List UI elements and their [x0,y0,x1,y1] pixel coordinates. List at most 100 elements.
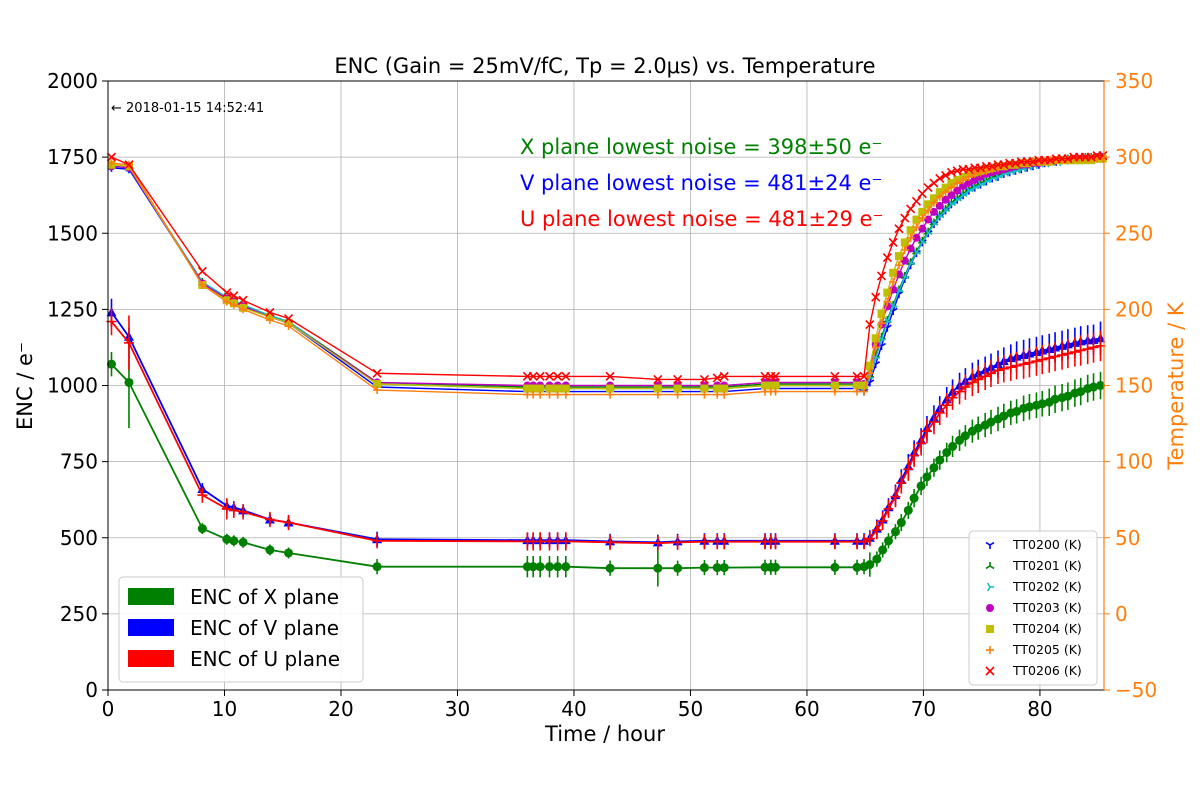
temp-point-tt0204-shape [830,381,839,390]
enc-point-u-plane [1037,354,1048,365]
temp-point-tt0204-shape [912,215,921,224]
temp-point-tt0204 [529,384,538,393]
temp-point-tt0202-stroke [942,206,947,211]
temp-point-tt0205 [284,322,293,331]
temp-point-tt0206-stroke [544,371,555,381]
temp-point-tt0202-stroke [872,357,877,363]
enc-legend-frame [118,576,364,683]
temp-point-tt0202 [930,219,938,229]
y-tick-label: 1500 [47,221,98,245]
temp-point-tt0206-stroke [699,374,710,384]
enc-point-x-plane [986,417,996,427]
temp-point-tt0204-shape [865,361,874,370]
temp-point-tt0202-stroke [994,176,999,182]
enc-point-u-plane [960,382,971,393]
temp-point-tt0206-stroke [1086,152,1096,162]
temp-point-tt0205 [935,192,944,201]
temp-legend-marker-tt0202-stroke [986,582,991,588]
temp-point-tt0204-shape [947,179,956,188]
temp-point-tt0202-stroke [919,241,923,247]
enc-point-x-plane [770,562,780,572]
temp-point-tt0203-shape [953,186,962,195]
temp-point-tt0204-shape [900,238,909,247]
temp-point-tt0205 [853,387,862,396]
y2-tick-label: 300 [1115,145,1153,169]
temp-point-tt0205 [545,390,554,399]
temp-point-tt0203 [947,191,956,200]
temp-point-tt0204 [523,384,532,393]
temp-point-tt0205 [700,390,709,399]
temp-legend-label-tt0203: TT0203 (K) [1012,600,1082,615]
enc-point-x-plane [653,563,663,573]
enc-legend-label-x: ENC of X plane [190,585,339,609]
temp-point-tt0204-shape [906,226,915,235]
temp-point-tt0204 [894,252,903,261]
temp-point-tt0202-stroke [965,186,970,192]
temp-point-tt0202-stroke [930,223,935,229]
temp-point-tt0206-stroke [882,253,892,263]
enc-point-u-plane [1062,348,1073,359]
enc-point-x-plane [1024,402,1034,412]
temp-point-tt0204-shape [918,207,927,216]
temp-point-tt0206 [911,196,922,206]
enc-point-x-plane [960,431,970,441]
temp-point-tt0206-stroke [605,371,615,381]
enc-point-u-plane [560,536,571,547]
temp-point-tt0206 [553,371,563,381]
temp-point-tt0204 [871,334,880,343]
temp-point-tt0200-stroke [881,342,886,347]
temp-legend-marker-tt0205 [986,646,994,654]
enc-point-x-plane [699,563,709,573]
temp-point-tt0204 [912,215,921,224]
temp-point-tt0206 [923,183,933,193]
temp-point-tt0204 [900,238,909,247]
temp-point-tt0206 [929,178,939,188]
enc-point-u-plane [859,536,870,547]
temp-point-tt0205 [906,233,915,242]
temp-point-tt0206-stroke [999,160,1009,170]
temp-point-tt0206-stroke [964,164,974,174]
enc-legend-label-v: ENC of V plane [190,616,339,640]
temp-legend-marker-tt0200-stroke [989,541,995,546]
temp-point-tt0205 [229,300,238,309]
y2-tick-label: 100 [1115,450,1153,474]
enc-point-x-plane [535,562,545,572]
temp-point-tt0206-stroke [830,371,840,381]
temp-point-tt0205 [918,214,927,223]
temp-point-tt0206 [894,224,904,234]
y2-tick-label: 350 [1115,69,1153,93]
y-tick-label: 0 [85,678,98,702]
temp-point-tt0206-stroke [929,178,939,188]
temp-point-tt0206-stroke [1028,157,1038,167]
temp-point-tt0206-stroke [975,163,986,173]
chart-title: ENC (Gain = 25mV/fC, Tp = 2.0μs) vs. Tem… [334,54,875,78]
temp-point-tt0205 [912,223,921,232]
temp-point-tt0204-shape [766,381,775,390]
temp-point-tt0204 [877,309,886,318]
temp-point-tt0204-shape [713,384,722,393]
temp-point-tt0205 [1040,157,1049,166]
enc-series-x-plane [106,336,1106,587]
temp-point-tt0204-shape [373,379,382,388]
temp-point-tt0206 [229,291,239,301]
temp-point-tt0203-shape [918,224,927,233]
temp-point-tt0202-stroke [1012,170,1017,176]
enc-series-u-plane [106,307,1106,551]
temp-legend-marker-tt0200-stroke [985,541,991,546]
enc-point-x-plane [1012,406,1022,416]
temp-point-tt0204-shape [606,384,615,393]
enc-point-x-plane [561,562,571,572]
temp-legend-label-tt0206: TT0206 (K) [1012,663,1082,678]
temp-point-tt0203-shape [941,195,950,204]
temperature-legend: TT0200 (K) TT0201 (K) TT0202 (K) TT0203 … [968,530,1098,686]
temp-point-tt0205 [871,343,880,352]
enc-point-u-plane [871,525,882,536]
temp-point-tt0206 [197,266,207,276]
temp-point-tt0202 [942,206,950,215]
temperature-series [106,151,1108,399]
temp-point-tt0200-stroke [875,361,881,365]
enc-point-u-plane [1075,345,1086,356]
enc-point-u-plane [228,505,239,516]
temp-point-tt0204-shape [889,268,898,277]
temp-point-tt0202-stroke [895,286,900,292]
